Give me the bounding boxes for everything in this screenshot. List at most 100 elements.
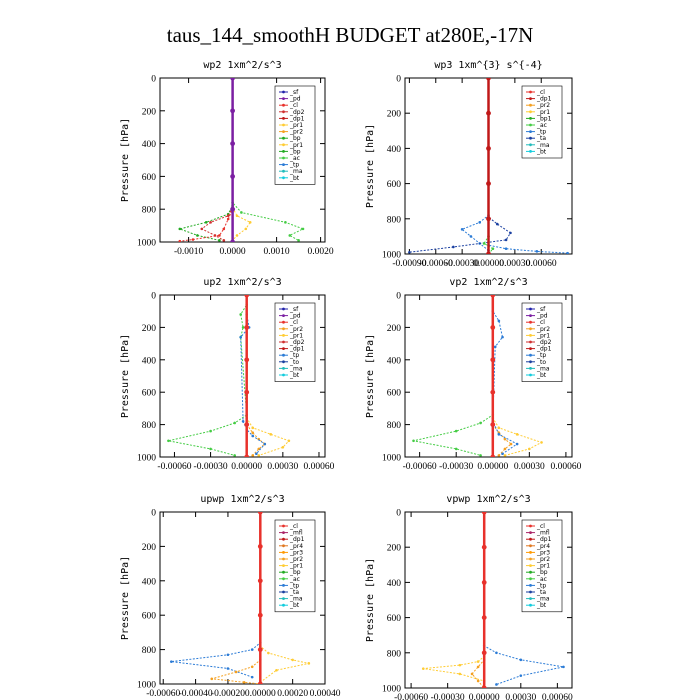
data-point (486, 216, 491, 222)
data-point (476, 660, 480, 663)
series-line-bp (178, 78, 234, 241)
legend-marker (282, 531, 285, 534)
data-point (244, 454, 250, 457)
x-tick-label: 0.00060 (542, 693, 573, 700)
data-point (528, 447, 531, 451)
legend-marker (282, 340, 285, 344)
data-point (222, 239, 226, 242)
legend-marker (529, 360, 532, 364)
legend-label: _cl (289, 102, 298, 109)
series-line-ac (168, 295, 248, 456)
legend-marker (282, 123, 285, 127)
legend-label: _bp1 (536, 115, 552, 122)
legend-marker (282, 117, 285, 120)
legend-label: _dp1 (289, 346, 305, 353)
chart-panel-5: upwp 1xm^2/s^3 Pressure [hPa] 0 200 400 600 80… (120, 494, 341, 699)
y-tick-label: 1000 (137, 454, 156, 464)
legend-marker (282, 353, 285, 357)
legend-marker (282, 314, 285, 317)
y-tick-label: 1000 (137, 239, 156, 249)
legend-box (521, 85, 563, 159)
legend-label: _pd (289, 313, 301, 320)
legend: _cl_mfl_dp1_pr4_pr3_pr2_pr1_bp_ac_tp_ta_… (521, 519, 563, 613)
legend-label: _ma (536, 365, 550, 372)
legend-label: _cl (289, 523, 298, 530)
legend-label: _pr2 (289, 556, 303, 563)
panel-title: wp2 1xm^2/s^3 (203, 60, 281, 71)
legend-marker (529, 524, 532, 528)
data-point (257, 681, 263, 684)
legend-marker (529, 130, 532, 134)
legend-label: _pd (536, 313, 548, 320)
data-point (241, 326, 245, 329)
figure-title: taus_144_smoothH BUDGET at280E,-17N (167, 23, 534, 47)
legend-label: _pr1 (289, 332, 303, 339)
data-point (239, 335, 242, 339)
data-point (307, 662, 311, 665)
data-point (509, 442, 513, 446)
legend: _cl_mfl_dp1_pr4_pr3_pr2_pr1_bp_ac_tp_ta_… (274, 519, 316, 613)
data-point (476, 679, 480, 683)
data-point (458, 672, 462, 676)
legend-marker (529, 340, 532, 344)
legend-label: _pr2 (289, 326, 303, 333)
x-tick-label: 0.00030 (267, 462, 298, 472)
legend-marker (282, 90, 285, 94)
y-axis-label: Pressure [hPa] (365, 334, 376, 418)
legend-label: _bt (536, 372, 547, 379)
legend-label: _mfl (536, 530, 550, 537)
y-tick-label: 0 (151, 509, 156, 519)
legend-label: _pr1 (536, 563, 550, 570)
legend-label: _bt (536, 602, 547, 609)
legend-marker (529, 551, 532, 554)
legend-marker (529, 584, 532, 587)
data-point (167, 439, 170, 443)
data-point (218, 234, 221, 237)
data-point (178, 239, 182, 242)
x-tick-label: 0.00000 (245, 689, 276, 699)
data-point (196, 234, 199, 237)
legend-label: _bp (289, 148, 301, 155)
legend-label: _tp (289, 162, 299, 169)
x-tick-label: -0.00060 (157, 462, 191, 472)
data-point (230, 108, 236, 114)
legend-marker (282, 136, 285, 140)
data-point (566, 251, 569, 254)
y-tick-label: 800 (142, 646, 157, 656)
legend-label: _bt (289, 175, 300, 182)
data-point (495, 651, 498, 655)
legend-marker (529, 103, 532, 107)
legend-label: _cl (289, 319, 298, 326)
data-point (200, 227, 204, 231)
data-point (257, 612, 263, 618)
legend-marker (529, 334, 532, 337)
legend-marker (282, 584, 285, 587)
data-point (170, 660, 173, 663)
legend-marker (282, 537, 285, 541)
data-point (257, 544, 263, 549)
legend-label: _pr1 (289, 563, 303, 570)
legend-marker (529, 557, 532, 561)
data-point (284, 221, 287, 224)
y-tick-label: 200 (142, 543, 157, 553)
data-point (255, 452, 258, 456)
data-point (251, 454, 255, 457)
legend-marker (282, 307, 285, 311)
legend-marker (282, 176, 285, 180)
data-point (269, 433, 273, 436)
y-tick-label: 400 (387, 579, 402, 589)
legend-label: _tp (289, 352, 299, 359)
data-point (504, 247, 508, 251)
legend-label: _pr4 (289, 543, 303, 550)
data-point (486, 146, 491, 151)
data-point (209, 447, 212, 451)
legend-marker (282, 564, 285, 567)
plot-frame (159, 294, 326, 458)
x-tick-label: -0.00030 (431, 693, 465, 700)
data-point (210, 677, 214, 681)
panel-title: vpwp 1xm^2/s^3 (446, 494, 530, 505)
data-point (233, 421, 236, 425)
legend-marker (529, 123, 532, 127)
series-line-pr1 (232, 78, 251, 241)
legend-marker (529, 150, 532, 153)
